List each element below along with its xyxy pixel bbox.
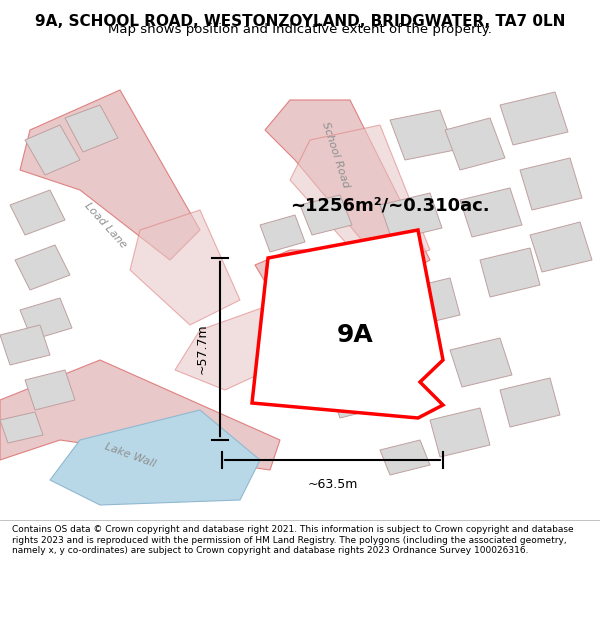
- Polygon shape: [390, 110, 455, 160]
- Polygon shape: [0, 325, 50, 365]
- Text: Lake Wall: Lake Wall: [103, 441, 157, 469]
- Polygon shape: [380, 193, 442, 240]
- Text: 9A, SCHOOL ROAD, WESTONZOYLAND, BRIDGWATER, TA7 0LN: 9A, SCHOOL ROAD, WESTONZOYLAND, BRIDGWAT…: [35, 14, 565, 29]
- Polygon shape: [445, 118, 505, 170]
- Polygon shape: [20, 90, 200, 260]
- Text: Map shows position and indicative extent of the property.: Map shows position and indicative extent…: [108, 23, 492, 36]
- Polygon shape: [175, 305, 290, 390]
- Text: ~63.5m: ~63.5m: [307, 478, 358, 491]
- Polygon shape: [25, 125, 80, 175]
- Polygon shape: [260, 215, 305, 252]
- Polygon shape: [255, 250, 380, 410]
- Polygon shape: [380, 440, 430, 475]
- Polygon shape: [400, 278, 460, 327]
- Text: ~1256m²/~0.310ac.: ~1256m²/~0.310ac.: [290, 196, 490, 214]
- Polygon shape: [15, 245, 70, 290]
- Polygon shape: [0, 412, 43, 443]
- Polygon shape: [50, 410, 260, 505]
- Polygon shape: [330, 380, 380, 418]
- Polygon shape: [500, 378, 560, 427]
- Polygon shape: [430, 408, 490, 457]
- Polygon shape: [25, 370, 75, 410]
- Polygon shape: [520, 158, 582, 210]
- Polygon shape: [450, 338, 512, 387]
- Polygon shape: [290, 125, 430, 270]
- Polygon shape: [252, 230, 443, 418]
- Polygon shape: [270, 360, 320, 400]
- Polygon shape: [20, 298, 72, 340]
- Polygon shape: [10, 190, 65, 235]
- Polygon shape: [500, 92, 568, 145]
- Text: School Road: School Road: [270, 288, 300, 352]
- Text: Contains OS data © Crown copyright and database right 2021. This information is : Contains OS data © Crown copyright and d…: [12, 525, 574, 555]
- Polygon shape: [265, 100, 430, 280]
- Text: 9A: 9A: [337, 323, 373, 347]
- Text: School Road: School Road: [320, 121, 350, 189]
- Text: ~57.7m: ~57.7m: [196, 324, 209, 374]
- Polygon shape: [530, 222, 592, 272]
- Polygon shape: [300, 195, 352, 235]
- Polygon shape: [130, 210, 240, 325]
- Polygon shape: [0, 360, 280, 470]
- Polygon shape: [460, 188, 522, 237]
- Polygon shape: [480, 248, 540, 297]
- Polygon shape: [65, 105, 118, 152]
- Text: Load Lane: Load Lane: [82, 200, 128, 250]
